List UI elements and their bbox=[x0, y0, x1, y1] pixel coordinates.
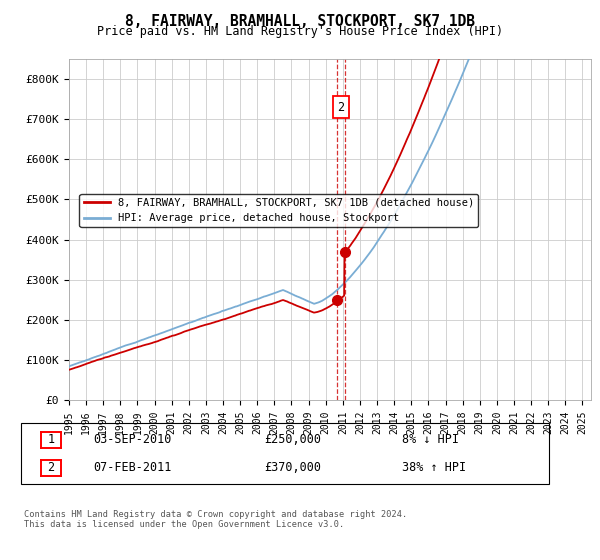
Text: 38% ↑ HPI: 38% ↑ HPI bbox=[402, 461, 466, 474]
Text: 8% ↓ HPI: 8% ↓ HPI bbox=[402, 433, 459, 446]
Text: 2: 2 bbox=[47, 461, 55, 474]
Text: £370,000: £370,000 bbox=[264, 461, 321, 474]
Text: 2: 2 bbox=[337, 101, 344, 114]
Text: 8, FAIRWAY, BRAMHALL, STOCKPORT, SK7 1DB: 8, FAIRWAY, BRAMHALL, STOCKPORT, SK7 1DB bbox=[125, 14, 475, 29]
Legend: 8, FAIRWAY, BRAMHALL, STOCKPORT, SK7 1DB (detached house), HPI: Average price, d: 8, FAIRWAY, BRAMHALL, STOCKPORT, SK7 1DB… bbox=[79, 194, 478, 227]
Text: Price paid vs. HM Land Registry's House Price Index (HPI): Price paid vs. HM Land Registry's House … bbox=[97, 25, 503, 38]
Text: Contains HM Land Registry data © Crown copyright and database right 2024.
This d: Contains HM Land Registry data © Crown c… bbox=[24, 510, 407, 529]
Text: 07-FEB-2011: 07-FEB-2011 bbox=[93, 461, 172, 474]
Text: 03-SEP-2010: 03-SEP-2010 bbox=[93, 433, 172, 446]
Text: £250,000: £250,000 bbox=[264, 433, 321, 446]
Text: 1: 1 bbox=[47, 433, 55, 446]
